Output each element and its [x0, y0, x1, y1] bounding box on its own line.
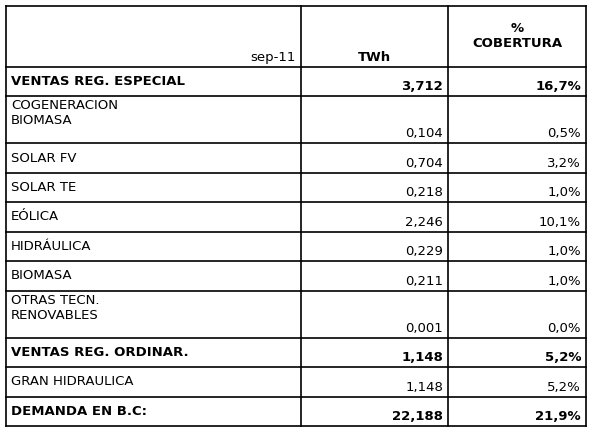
Text: 21,9%: 21,9% — [535, 410, 581, 423]
Text: 0,704: 0,704 — [405, 157, 443, 170]
Text: 22,188: 22,188 — [392, 410, 443, 423]
Text: VENTAS REG. ESPECIAL: VENTAS REG. ESPECIAL — [11, 75, 185, 88]
Text: sep-11: sep-11 — [250, 51, 295, 64]
Text: 0,218: 0,218 — [405, 186, 443, 199]
Text: 1,0%: 1,0% — [548, 275, 581, 288]
Text: 1,148: 1,148 — [401, 351, 443, 364]
Text: 0,104: 0,104 — [405, 127, 443, 140]
Text: 0,211: 0,211 — [405, 275, 443, 288]
Text: 1,148: 1,148 — [405, 381, 443, 394]
Text: GRAN HIDRAULICA: GRAN HIDRAULICA — [11, 375, 134, 388]
Text: 0,0%: 0,0% — [548, 322, 581, 335]
Text: 5,2%: 5,2% — [545, 351, 581, 364]
Text: 0,5%: 0,5% — [548, 127, 581, 140]
Text: 5,2%: 5,2% — [547, 381, 581, 394]
Text: COGENERACION
BIOMASA: COGENERACION BIOMASA — [11, 99, 118, 127]
Text: DEMANDA EN B.C:: DEMANDA EN B.C: — [11, 405, 147, 418]
Text: EÓLICA: EÓLICA — [11, 210, 59, 223]
Text: 1,0%: 1,0% — [548, 186, 581, 199]
Text: %
COBERTURA: % COBERTURA — [472, 22, 562, 51]
Text: 3,712: 3,712 — [401, 80, 443, 93]
Text: 3,2%: 3,2% — [547, 157, 581, 170]
Text: 2,246: 2,246 — [405, 216, 443, 229]
Text: 0,229: 0,229 — [405, 245, 443, 258]
Text: 10,1%: 10,1% — [539, 216, 581, 229]
Text: HIDRÁULICA: HIDRÁULICA — [11, 240, 92, 253]
Text: VENTAS REG. ORDINAR.: VENTAS REG. ORDINAR. — [11, 346, 189, 359]
Text: TWh: TWh — [358, 51, 391, 64]
Text: SOLAR FV: SOLAR FV — [11, 152, 76, 165]
Text: SOLAR TE: SOLAR TE — [11, 181, 76, 194]
Text: BIOMASA: BIOMASA — [11, 270, 73, 283]
Text: 0,001: 0,001 — [405, 322, 443, 335]
Text: 16,7%: 16,7% — [535, 80, 581, 93]
Text: 1,0%: 1,0% — [548, 245, 581, 258]
Text: OTRAS TECN.
RENOVABLES: OTRAS TECN. RENOVABLES — [11, 294, 99, 321]
